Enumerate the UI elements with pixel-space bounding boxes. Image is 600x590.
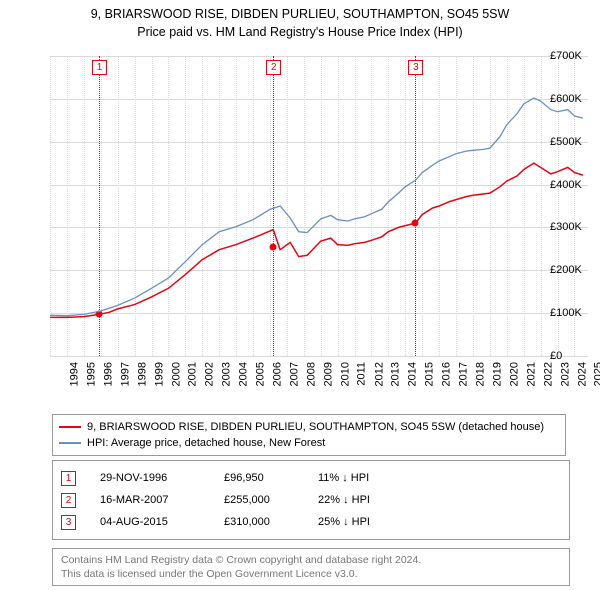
x-tick-label: 2005 bbox=[255, 362, 267, 386]
x-tick-label: 2025 bbox=[593, 362, 600, 386]
event-row: 2 16-MAR-2007 £255,000 22% ↓ HPI bbox=[61, 489, 561, 511]
event-row-badge: 2 bbox=[61, 493, 76, 508]
y-tick-label: £0 bbox=[550, 350, 596, 362]
x-tick-label: 2013 bbox=[390, 362, 402, 386]
event-row-pct: 11% ↓ HPI bbox=[318, 472, 398, 484]
x-tick-label: 2014 bbox=[407, 362, 419, 386]
legend-row: HPI: Average price, detached house, New … bbox=[59, 435, 559, 451]
legend-label: 9, BRIARSWOOD RISE, DIBDEN PURLIEU, SOUT… bbox=[87, 421, 544, 433]
legend-label: HPI: Average price, detached house, New … bbox=[87, 437, 325, 449]
x-tick-label: 2002 bbox=[204, 362, 216, 386]
x-tick-label: 2016 bbox=[441, 362, 453, 386]
footer-line-2: This data is licensed under the Open Gov… bbox=[61, 567, 561, 581]
title-line-2: Price paid vs. HM Land Registry's House … bbox=[0, 24, 600, 42]
event-row-pct: 22% ↓ HPI bbox=[318, 494, 398, 506]
x-tick-label: 2006 bbox=[272, 362, 284, 386]
x-tick-label: 2017 bbox=[458, 362, 470, 386]
event-row: 1 29-NOV-1996 £96,950 11% ↓ HPI bbox=[61, 467, 561, 489]
event-row-date: 04-AUG-2015 bbox=[100, 516, 200, 528]
title-line-1: 9, BRIARSWOOD RISE, DIBDEN PURLIEU, SOUT… bbox=[0, 6, 600, 24]
y-tick-label: £700K bbox=[550, 50, 596, 62]
y-tick-label: £200K bbox=[550, 264, 596, 276]
x-tick-label: 2001 bbox=[187, 362, 199, 386]
event-row-price: £96,950 bbox=[224, 472, 294, 484]
x-tick-label: 1998 bbox=[136, 362, 148, 386]
footer-attribution: Contains HM Land Registry data © Crown c… bbox=[52, 548, 570, 586]
chart-area: 123£0 £100K £200K £300K £400K £500K £600K £700K… bbox=[0, 48, 600, 408]
x-tick-label: 2019 bbox=[491, 362, 503, 386]
y-tick-label: £100K bbox=[550, 307, 596, 319]
x-tick-label: 2011 bbox=[355, 362, 367, 386]
x-tick-label: 1999 bbox=[153, 362, 165, 386]
x-tick-label: 2004 bbox=[238, 362, 250, 386]
x-tick-label: 1994 bbox=[68, 362, 80, 386]
series-svg bbox=[50, 56, 588, 356]
legend: 9, BRIARSWOOD RISE, DIBDEN PURLIEU, SOUT… bbox=[52, 414, 566, 456]
x-tick-label: 1995 bbox=[85, 362, 97, 386]
x-tick-label: 2022 bbox=[542, 362, 554, 386]
x-tick-label: 2023 bbox=[559, 362, 571, 386]
events-table: 1 29-NOV-1996 £96,950 11% ↓ HPI 2 16-MAR-2007… bbox=[52, 460, 570, 540]
y-tick-label: £600K bbox=[550, 93, 596, 105]
title-block: 9, BRIARSWOOD RISE, DIBDEN PURLIEU, SOUT… bbox=[0, 0, 600, 41]
event-row-pct: 25% ↓ HPI bbox=[318, 516, 398, 528]
x-tick-label: 1996 bbox=[102, 362, 114, 386]
x-tick-label: 2018 bbox=[475, 362, 487, 386]
chart-container: 9, BRIARSWOOD RISE, DIBDEN PURLIEU, SOUT… bbox=[0, 0, 600, 590]
series-property bbox=[50, 163, 583, 317]
x-tick-label: 2000 bbox=[170, 362, 182, 386]
legend-swatch bbox=[59, 442, 81, 444]
y-tick-label: £500K bbox=[550, 136, 596, 148]
plot-area: 123 bbox=[50, 56, 588, 356]
event-row-price: £310,000 bbox=[224, 516, 294, 528]
x-tick-label: 2012 bbox=[373, 362, 385, 386]
y-tick-label: £400K bbox=[550, 179, 596, 191]
x-tick-label: 2020 bbox=[508, 362, 520, 386]
x-tick-label: 2007 bbox=[288, 362, 300, 386]
event-row: 3 04-AUG-2015 £310,000 25% ↓ HPI bbox=[61, 511, 561, 533]
x-tick-label: 2010 bbox=[339, 362, 351, 386]
x-tick-label: 2015 bbox=[424, 362, 436, 386]
legend-row: 9, BRIARSWOOD RISE, DIBDEN PURLIEU, SOUT… bbox=[59, 419, 559, 435]
event-row-price: £255,000 bbox=[224, 494, 294, 506]
event-row-badge: 3 bbox=[61, 515, 76, 530]
x-tick-label: 2024 bbox=[576, 362, 588, 386]
series-hpi bbox=[50, 98, 583, 316]
footer-line-1: Contains HM Land Registry data © Crown c… bbox=[61, 553, 561, 567]
x-tick-label: 2003 bbox=[221, 362, 233, 386]
x-tick-label: 2009 bbox=[322, 362, 334, 386]
gridline-h bbox=[50, 356, 588, 357]
legend-swatch bbox=[59, 426, 81, 428]
x-tick-label: 1997 bbox=[119, 362, 131, 386]
event-row-date: 16-MAR-2007 bbox=[100, 494, 200, 506]
x-tick-label: 2008 bbox=[305, 362, 317, 386]
y-tick-label: £300K bbox=[550, 221, 596, 233]
x-tick-label: 2021 bbox=[525, 362, 537, 386]
event-row-date: 29-NOV-1996 bbox=[100, 472, 200, 484]
event-row-badge: 1 bbox=[61, 471, 76, 486]
